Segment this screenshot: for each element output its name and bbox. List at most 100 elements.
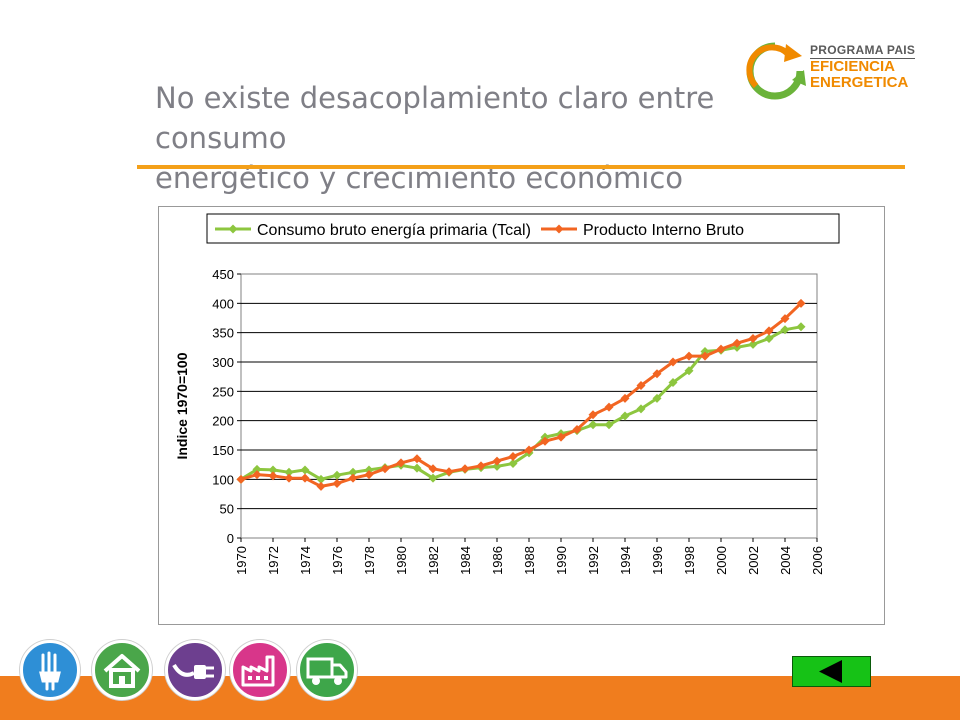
data-point xyxy=(636,404,646,414)
data-point xyxy=(348,473,358,483)
plug-button[interactable] xyxy=(165,640,225,700)
y-tick-label: 200 xyxy=(212,414,234,429)
house-button[interactable] xyxy=(92,640,152,700)
data-point xyxy=(364,470,374,480)
logo-swirl-icon xyxy=(746,42,806,100)
data-point xyxy=(284,467,294,477)
data-point xyxy=(652,393,662,403)
data-point xyxy=(540,436,550,446)
data-point xyxy=(748,334,758,344)
house-icon xyxy=(103,654,141,688)
legend-item: Producto Interno Bruto xyxy=(541,222,744,239)
y-axis-label: Indice 1970=100 xyxy=(174,352,190,459)
truck-button[interactable] xyxy=(297,640,357,700)
y-axis-ticks: 0 50 100 150 200 250 300 350 400 450 xyxy=(212,267,241,546)
data-point xyxy=(652,369,662,379)
data-point xyxy=(268,465,278,475)
data-point xyxy=(508,458,518,468)
x-tick-label: 1988 xyxy=(522,546,537,575)
logo-text: PROGRAMA PAIS EFICIENCIA ENERGETICA xyxy=(810,42,916,91)
data-point xyxy=(588,420,598,430)
logo-line-3: ENERGETICA xyxy=(810,74,909,91)
data-point xyxy=(236,474,246,484)
series-2 xyxy=(236,298,806,491)
x-tick-label: 1992 xyxy=(586,546,601,575)
y-tick-label: 150 xyxy=(212,443,234,458)
y-tick-label: 450 xyxy=(212,267,234,282)
data-point xyxy=(572,424,582,434)
x-tick-label: 1982 xyxy=(426,546,441,575)
y-tick-label: 50 xyxy=(220,502,234,517)
data-point xyxy=(396,458,406,468)
data-point xyxy=(748,339,758,349)
data-point xyxy=(492,461,502,471)
data-point xyxy=(300,473,310,483)
x-axis-ticks: 1970 1972 1974 1976 1978 1980 1982 1984 1986 1988… xyxy=(234,538,825,575)
legend-item: Consumo bruto energía primaria (Tcal) xyxy=(215,222,531,239)
data-point xyxy=(316,481,326,491)
x-tick-label: 1994 xyxy=(618,546,633,575)
data-point xyxy=(380,464,390,474)
data-point xyxy=(668,357,678,367)
data-point xyxy=(348,467,358,477)
logo-line-1: PROGRAMA PAIS xyxy=(810,43,916,59)
series-lines xyxy=(236,298,806,491)
data-point xyxy=(428,473,438,483)
x-tick-label: 2004 xyxy=(778,546,793,575)
plot-area xyxy=(240,273,818,539)
data-point xyxy=(604,402,614,412)
data-point xyxy=(460,464,470,474)
back-button[interactable] xyxy=(792,656,871,687)
data-point xyxy=(316,474,326,484)
light-bulb-button[interactable] xyxy=(20,640,80,700)
legend: Consumo bruto energía primaria (Tcal) Pro… xyxy=(215,222,744,239)
data-point xyxy=(556,432,566,442)
plug-icon xyxy=(172,663,214,679)
data-point xyxy=(796,298,806,308)
data-point xyxy=(252,464,262,474)
data-point xyxy=(796,322,806,332)
x-tick-label: 1986 xyxy=(490,546,505,575)
legend-swatch-marker xyxy=(228,224,238,234)
title-line-1: No existe desacoplamiento claro entre co… xyxy=(155,81,715,155)
back-arrow-icon xyxy=(819,660,842,683)
x-tick-label: 1990 xyxy=(554,546,569,575)
logo-line-2: EFICIENCIA xyxy=(810,58,896,75)
y-tick-label: 300 xyxy=(212,355,234,370)
data-point xyxy=(780,325,790,335)
y-tick-label: 100 xyxy=(212,472,234,487)
x-tick-label: 1972 xyxy=(266,546,281,575)
data-point xyxy=(604,420,614,430)
data-point xyxy=(492,456,502,466)
data-point xyxy=(780,314,790,324)
y-tick-label: 250 xyxy=(212,384,234,399)
y-tick-label: 0 xyxy=(227,531,234,546)
data-point xyxy=(300,465,310,475)
legend-swatch-marker xyxy=(554,224,564,234)
legend-label: Consumo bruto energía primaria (Tcal) xyxy=(257,222,531,239)
y-tick-label: 400 xyxy=(212,296,234,311)
data-point xyxy=(588,410,598,420)
data-point xyxy=(732,338,742,348)
y-tick-label: 350 xyxy=(212,326,234,341)
data-point xyxy=(444,467,454,477)
data-point xyxy=(476,461,486,471)
factory-button[interactable] xyxy=(230,640,290,700)
factory-icon xyxy=(241,655,275,687)
x-tick-label: 1998 xyxy=(682,546,697,575)
program-logo: PROGRAMA PAIS EFICIENCIA ENERGETICA xyxy=(742,40,942,102)
grid-lines xyxy=(241,302,817,510)
x-tick-label: 2002 xyxy=(746,546,761,575)
x-tick-label: 1974 xyxy=(298,546,313,575)
data-point xyxy=(668,378,678,388)
truck-icon xyxy=(306,657,348,685)
data-point xyxy=(284,473,294,483)
x-tick-label: 1984 xyxy=(458,546,473,575)
legend-label: Producto Interno Bruto xyxy=(583,222,744,239)
x-tick-label: 2006 xyxy=(810,546,825,575)
x-tick-label: 2000 xyxy=(714,546,729,575)
data-point xyxy=(620,411,630,421)
line-chart: Consumo bruto energía primaria (Tcal) Pro… xyxy=(174,213,840,575)
x-tick-label: 1970 xyxy=(234,546,249,575)
x-tick-label: 1976 xyxy=(330,546,345,575)
